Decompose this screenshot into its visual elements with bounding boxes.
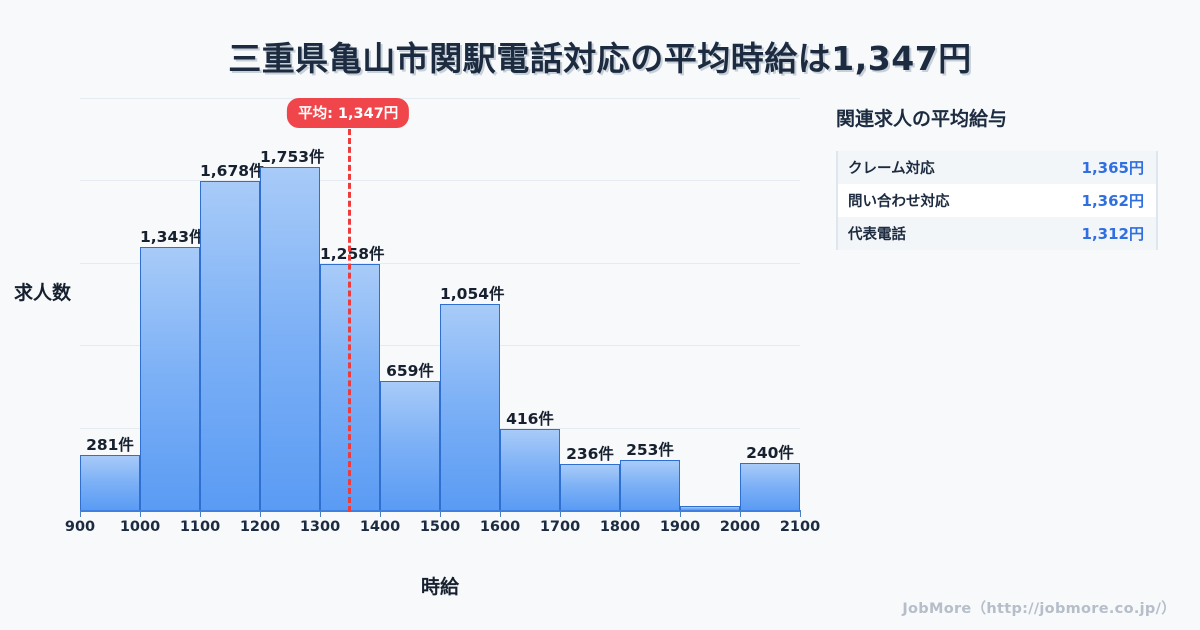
- histogram-bar[interactable]: [260, 166, 320, 510]
- bar-value-label: 659件: [386, 361, 434, 380]
- related-salary-row-value: 1,312円: [1081, 225, 1144, 243]
- x-axis-tick-label: 2100: [779, 519, 821, 535]
- bar-value-label: 1,054件: [440, 284, 505, 303]
- x-axis-tick: [320, 510, 321, 517]
- bar-value-label: 281件: [86, 435, 134, 454]
- histogram-bar[interactable]: [560, 463, 620, 510]
- related-salary-row-label: 代表電話: [848, 227, 906, 243]
- related-salary-table: クレーム対応 1,365円問い合わせ対応 1,362円代表電話 1,312円: [836, 151, 1158, 250]
- related-salary-row[interactable]: 問い合わせ対応 1,362円: [838, 184, 1156, 217]
- bar-value-label: 1,343件: [140, 227, 205, 246]
- x-axis-tick-label: 1700: [539, 519, 581, 535]
- x-axis-tick-label: 1300: [299, 519, 341, 535]
- x-axis-tick: [620, 510, 621, 517]
- x-axis-tick-label: 2000: [719, 519, 761, 535]
- related-salary-row-label: 問い合わせ対応: [848, 194, 950, 210]
- x-axis-tick-label: 1200: [239, 519, 281, 535]
- average-line: [348, 120, 352, 512]
- histogram-bar[interactable]: [140, 246, 200, 510]
- x-axis-tick: [380, 510, 381, 517]
- y-axis-title: 求人数: [14, 282, 72, 304]
- x-axis-tick: [800, 510, 801, 517]
- x-axis-tick-label: 1900: [659, 519, 701, 535]
- x-axis-title: 時給: [420, 576, 459, 598]
- x-axis-tick-label: 1600: [479, 519, 521, 535]
- bar-value-label: 1,258件: [320, 244, 385, 263]
- average-badge: 平均: 1,347円: [287, 98, 410, 128]
- x-axis-tick: [560, 510, 561, 517]
- bar-value-label: 1,753件: [260, 147, 325, 166]
- gridline: [80, 263, 800, 264]
- related-salary-row[interactable]: 代表電話 1,312円: [838, 217, 1156, 250]
- bar-value-label: 416件: [506, 409, 554, 428]
- footer-watermark: JobMore（http://jobmore.co.jp/）: [902, 601, 1176, 617]
- related-salary-title: 関連求人の平均給与: [836, 108, 1008, 130]
- x-axis-tick-label: 900: [64, 519, 96, 535]
- bar-value-label: 240件: [746, 443, 794, 462]
- histogram-bar[interactable]: [380, 380, 440, 510]
- gridline: [80, 98, 800, 99]
- x-axis-tick: [500, 510, 501, 517]
- related-salary-row-value: 1,365円: [1081, 159, 1144, 177]
- x-axis-tick-label: 1000: [119, 519, 161, 535]
- x-axis-tick-label: 1500: [419, 519, 461, 535]
- histogram-bar[interactable]: [200, 181, 260, 510]
- histogram-bar[interactable]: [440, 303, 500, 510]
- bar-value-label: 236件: [566, 444, 614, 463]
- related-salary-row[interactable]: クレーム対応 1,365円: [838, 151, 1156, 184]
- gridline: [80, 180, 800, 181]
- x-axis-tick: [680, 510, 681, 517]
- x-axis-tick-label: 1100: [179, 519, 221, 535]
- page-title: 三重県亀山市関駅電話対応の平均時給は1,347円: [228, 39, 972, 78]
- bar-value-label: 253件: [626, 441, 674, 460]
- histogram-bar[interactable]: [740, 463, 800, 510]
- histogram-bar[interactable]: [620, 460, 680, 510]
- x-axis-tick-label: 1400: [359, 519, 401, 535]
- histogram-bar[interactable]: [80, 454, 140, 510]
- related-salary-panel: 関連求人の平均給与 クレーム対応 1,365円問い合わせ対応 1,362円代表電話 1…: [836, 104, 1166, 250]
- related-salary-row-label: クレーム対応: [848, 161, 935, 177]
- related-salary-row-value: 1,362円: [1081, 192, 1144, 210]
- histogram-bar[interactable]: [680, 505, 740, 510]
- x-axis-tick: [200, 510, 201, 517]
- x-axis-tick-label: 1800: [599, 519, 641, 535]
- x-axis-tick: [260, 510, 261, 517]
- x-axis-tick: [440, 510, 441, 517]
- histogram-bar[interactable]: [500, 428, 560, 510]
- histogram-chart: 281件 1,343件 1,678件 1,753件 1,258件 659件 1,054件 41…: [65, 98, 820, 535]
- bar-value-label: 1,678件: [200, 162, 265, 181]
- x-axis-tick: [80, 510, 81, 517]
- x-axis-tick: [740, 510, 741, 517]
- x-axis-tick: [140, 510, 141, 517]
